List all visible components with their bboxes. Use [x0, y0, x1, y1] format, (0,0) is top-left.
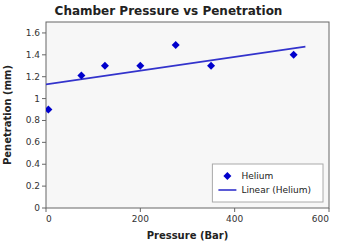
x-tick [140, 208, 141, 212]
plot-background [46, 22, 329, 208]
y-tick [42, 54, 46, 55]
y-tick-label: 0.8 [26, 115, 41, 125]
scatter-point [207, 62, 215, 70]
plot-frame [46, 22, 329, 208]
marks [46, 41, 305, 114]
y-tick-label: 1.2 [26, 72, 40, 82]
x-tick-label: 400 [226, 214, 243, 224]
x-axis-label: Pressure (Bar) [147, 230, 229, 241]
y-tick [42, 32, 46, 33]
legend-label: Helium [241, 171, 273, 181]
y-tick-label: 1.4 [26, 50, 41, 60]
chart: 0 0.2 0.4 0.6 0.8 1 1.2 1.4 1.6 0 200 400 600 Chamber… [0, 0, 337, 244]
y-tick-label: 1.6 [26, 28, 41, 38]
scatter-point [101, 62, 109, 70]
y-tick-label: 0.2 [26, 181, 40, 191]
x-tick [46, 208, 47, 212]
x-tick [329, 208, 330, 212]
y-tick-label: 0.6 [26, 137, 41, 147]
legend: Helium Linear (Helium) [212, 164, 323, 202]
y-tick [42, 76, 46, 77]
legend-swatch [218, 189, 236, 191]
y-tick-label: 1 [34, 94, 40, 104]
x-tick [234, 208, 235, 212]
y-tick [42, 120, 46, 121]
title: Chamber Pressure vs Penetration [55, 4, 283, 18]
y-tick [42, 186, 46, 187]
x-tick-label: 0 [46, 214, 52, 224]
legend-box [212, 164, 323, 202]
y-tick-label: 0.4 [26, 159, 41, 169]
scatter-point [77, 72, 85, 80]
y-tick [42, 208, 46, 209]
scatter-point [290, 51, 298, 59]
y-axis-label: Penetration (mm) [2, 65, 13, 165]
legend-swatch [223, 172, 231, 180]
scatter-point [172, 41, 180, 49]
y-tick [42, 98, 46, 99]
scatter-point [46, 106, 52, 114]
scatter-point [136, 62, 144, 70]
legend-label: Linear (Helium) [241, 185, 311, 195]
y-tick [42, 164, 46, 165]
x-tick-label: 600 [312, 214, 329, 224]
y-tick-label: 0 [34, 203, 40, 213]
trend-line [46, 47, 305, 85]
x-tick-label: 200 [132, 214, 149, 224]
y-tick [42, 142, 46, 143]
